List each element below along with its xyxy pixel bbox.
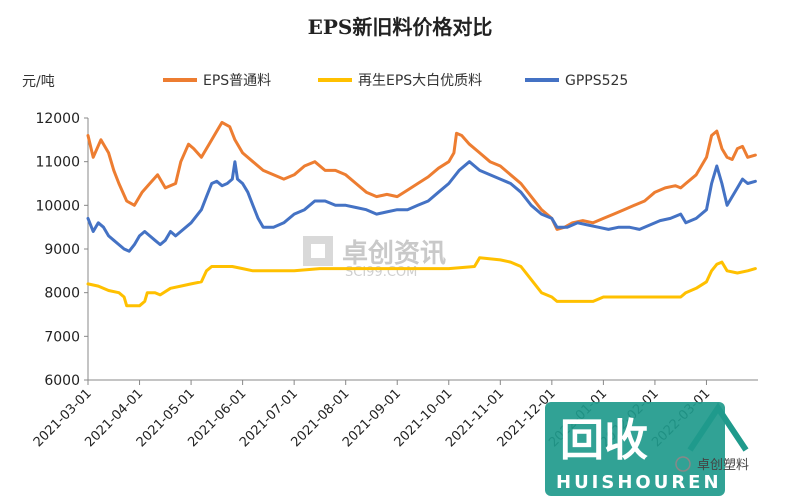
y-tick-label: 6000 [44, 373, 80, 389]
y-tick-label: 9000 [44, 242, 80, 258]
y-tick-label: 7000 [44, 329, 80, 345]
y-axis-label: 元/吨 [22, 74, 55, 90]
huishouren-logo: 回收 HUISHOUREN [545, 402, 749, 496]
y-tick-label: 11000 [35, 155, 80, 171]
legend-label-0: EPS普通料 [203, 73, 271, 89]
y-tick-label: 8000 [44, 286, 80, 302]
legend-label-2: GPPS525 [565, 73, 628, 89]
watermark-mark-inner [311, 244, 325, 258]
series-lines [86, 120, 757, 308]
logo-big-text: 回收 [560, 415, 648, 466]
logo-mountain-icon [687, 402, 749, 452]
y-tick-label: 10000 [35, 198, 80, 214]
chart-title: EPS新旧料价格对比 [308, 15, 493, 39]
legend-label-1: 再生EPS大白优质料 [358, 73, 482, 89]
watermark: 卓创资讯 SCI99.COM [303, 236, 446, 280]
legend: EPS普通料 再生EPS大白优质料 GPPS525 [163, 73, 628, 89]
logo-small-text: HUISHOUREN [556, 472, 722, 493]
series-line-0 [86, 120, 757, 231]
wechat-source: 卓创塑料 [675, 456, 749, 473]
axes: 60007000800090001000011000120002021-03-0… [31, 111, 758, 450]
watermark-main-text: 卓创资讯 [342, 239, 446, 269]
series-line-1 [86, 256, 757, 308]
logo-background [545, 402, 725, 496]
wechat-icon [675, 456, 691, 472]
wechat-label: 卓创塑料 [697, 458, 749, 473]
series-line-2 [86, 160, 757, 253]
y-tick-label: 12000 [35, 111, 80, 127]
